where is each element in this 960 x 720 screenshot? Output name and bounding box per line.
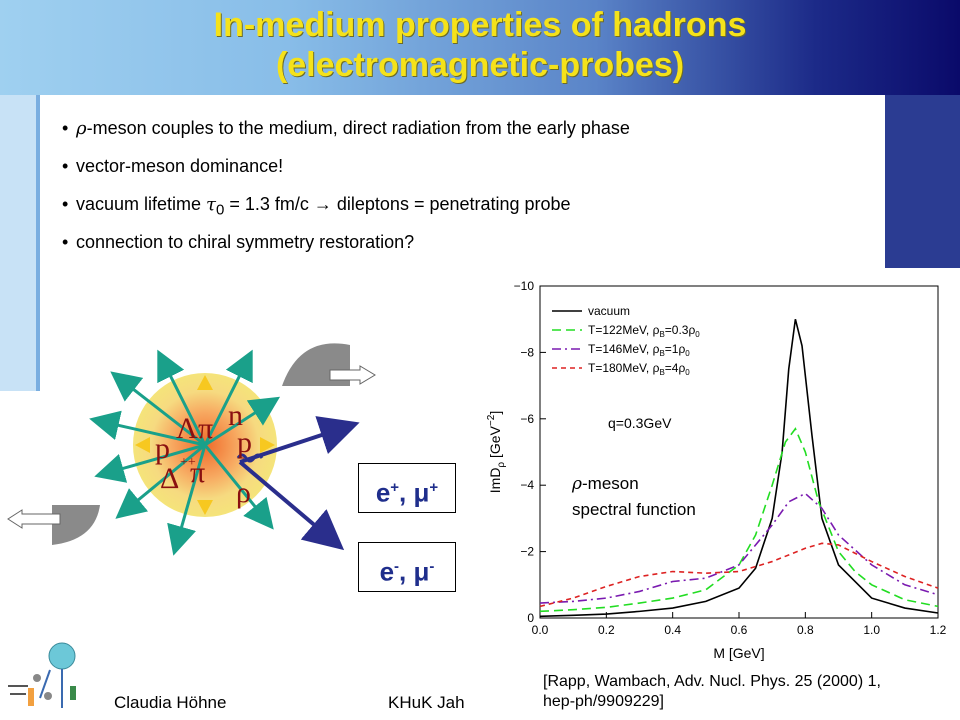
y-tick-label: −10 xyxy=(514,279,535,293)
y-tick-label: −8 xyxy=(520,345,534,359)
title-bar xyxy=(0,0,960,95)
y-tick-label: −4 xyxy=(520,478,534,492)
y-axis-label: ImDρ [GeV−2] xyxy=(486,411,507,493)
footer-conference: KHuK Jah xyxy=(388,693,465,712)
bullet-item: • ρ-meson couples to the medium, direct r… xyxy=(62,118,630,139)
x-tick-label: 0.8 xyxy=(797,623,814,637)
logo-line xyxy=(39,669,51,699)
yellow-arrow xyxy=(197,375,213,390)
slide-title-line2: (electromagnetic-probes) xyxy=(275,46,685,84)
x-tick-label: 0.4 xyxy=(664,623,681,637)
negative-lepton-label: e-, μ- xyxy=(358,542,456,592)
annotation-text: -meson xyxy=(582,474,639,493)
lepton-mu: , μ xyxy=(399,477,430,508)
x-axis-label: M [GeV] xyxy=(713,645,764,661)
right-decor-bar xyxy=(885,95,960,270)
x-tick-label: 0.6 xyxy=(731,623,748,637)
tau-symbol: τ xyxy=(206,194,217,215)
spectral-annotation: ρ-meson spectral function xyxy=(572,471,696,523)
yellow-arrow xyxy=(197,500,213,515)
footer-logo xyxy=(8,642,76,708)
proton-label: p xyxy=(237,426,252,459)
bullet-text: -meson couples to the medium, direct rad… xyxy=(86,118,630,138)
charge-sup: - xyxy=(429,558,435,575)
x-tick-label: 1.2 xyxy=(930,623,947,637)
collision-diagram: Λ π n p p Δ π ρ ++ xyxy=(7,343,376,556)
y-tick-label: −6 xyxy=(520,412,534,426)
bullet-text: vector-meson dominance! xyxy=(76,156,284,176)
left-decor-bar xyxy=(0,95,40,391)
y-tick-label: −2 xyxy=(520,545,534,559)
left-decor-line xyxy=(36,95,40,391)
detector-lower xyxy=(52,505,100,545)
pi-label: π xyxy=(198,412,213,445)
logo-dot xyxy=(44,692,52,700)
bullet-item: • vector-meson dominance! xyxy=(62,156,284,176)
bullet-text: connection to chiral symmetry restoratio… xyxy=(76,232,415,252)
proton-label: p xyxy=(155,432,170,465)
bullet-item: • vacuum lifetime τ0 = 1.3 fm/c → dilepto… xyxy=(62,194,571,219)
neutron-label: n xyxy=(228,399,243,432)
footer-author: Claudia Höhne xyxy=(114,693,227,712)
logo-head xyxy=(48,642,76,670)
detector-lower-arrow xyxy=(7,509,61,529)
bullet-text: vacuum lifetime xyxy=(76,194,207,214)
rho-label: ρ xyxy=(236,476,251,509)
y-tick-label: 0 xyxy=(527,611,534,625)
bullet-item: • connection to chiral symmetry restorati… xyxy=(62,232,415,252)
reference: [Rapp, Wambach, Adv. Nucl. Phys. 25 (200… xyxy=(543,672,881,712)
pi-label: π xyxy=(190,456,205,489)
lepton-e: e xyxy=(379,556,395,587)
logo-block xyxy=(70,686,76,700)
delta-label: Δ xyxy=(160,462,179,495)
legend-vacuum: vacuum xyxy=(588,304,630,318)
emission-arrows xyxy=(89,349,281,556)
charge-sup: + xyxy=(429,479,439,496)
yellow-arrow xyxy=(135,437,150,453)
photon-wiggle xyxy=(236,453,264,463)
x-tick-label: 1.0 xyxy=(863,623,880,637)
positive-lepton-label: e+, μ+ xyxy=(358,463,456,513)
lambda-label: Λ xyxy=(176,412,198,445)
q-annotation: q=0.3GeV xyxy=(608,415,672,431)
slide-title-line1: In-medium properties of hadrons xyxy=(213,6,747,44)
bullet-list: • ρ-meson couples to the medium, direct r… xyxy=(62,118,902,270)
detector-upper-arrow xyxy=(329,365,376,385)
rho-symbol: ρ xyxy=(76,118,87,139)
charge-sup: + xyxy=(390,479,400,496)
lepton-mu: , μ xyxy=(399,556,430,587)
legend-t146: T=146MeV, ρB=1ρ0 xyxy=(588,342,690,358)
tau-subscript: 0 xyxy=(216,201,225,219)
x-tick-label: 0.0 xyxy=(532,623,549,637)
lepton-e: e xyxy=(375,477,391,508)
bullet-text-rest: = 1.3 fm/c → dileptons = penetrating pro… xyxy=(224,194,571,214)
rho-symbol: ρ xyxy=(572,474,582,494)
logo-block xyxy=(28,688,34,706)
logo-dot xyxy=(33,674,41,682)
x-tick-label: 0.2 xyxy=(598,623,615,637)
delta-charge-label: ++ xyxy=(180,455,196,470)
charge-sup: - xyxy=(394,558,400,575)
reference-line1: [Rapp, Wambach, Adv. Nucl. Phys. 25 (200… xyxy=(543,673,881,690)
series-line xyxy=(539,492,939,604)
spectral-function-chart: 0.0 0.2 0.4 0.6 0.8 1.0 1.2 0 −2 −4 −6 −8 −10 ImDρ [… xyxy=(486,279,947,661)
annotation-line1: ρ-meson xyxy=(572,471,696,497)
legend-t180: T=180MeV, ρB=4ρ0 xyxy=(588,361,690,377)
legend-t122: T=122MeV, ρB=0.3ρ0 xyxy=(588,323,700,339)
reference-line2: hep-ph/9909229] xyxy=(543,693,664,710)
yellow-arrow xyxy=(260,437,275,453)
annotation-line2: spectral function xyxy=(572,500,696,519)
series-line xyxy=(539,542,939,608)
